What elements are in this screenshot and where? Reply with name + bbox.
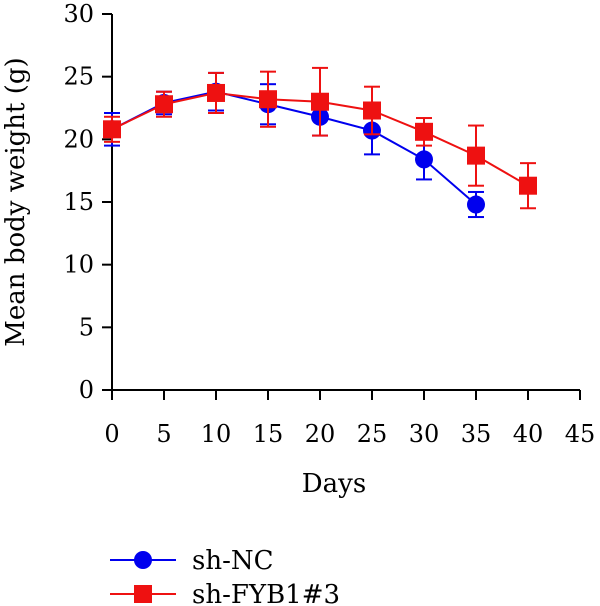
axes bbox=[111, 14, 580, 391]
legend-label-sh-fyb1-3: sh-FYB1#3 bbox=[192, 580, 340, 606]
y-tick-label: 10 bbox=[63, 251, 94, 279]
x-tick-label: 45 bbox=[565, 420, 596, 448]
y-tick-label: 5 bbox=[79, 313, 94, 341]
data-point bbox=[467, 195, 485, 214]
data-point bbox=[103, 120, 121, 139]
x-axis-title: Days bbox=[302, 469, 366, 499]
x-ticks: 0 5 10 15 20 25 30 35 40 45 bbox=[104, 390, 595, 448]
data-point bbox=[363, 101, 381, 120]
legend-item-sh-nc: sh-NC bbox=[110, 546, 274, 576]
y-tick-label: 15 bbox=[63, 188, 94, 216]
y-tick-label: 25 bbox=[63, 63, 94, 91]
data-point bbox=[311, 92, 329, 111]
x-tick-label: 10 bbox=[201, 420, 232, 448]
x-tick-label: 30 bbox=[409, 420, 440, 448]
y-tick-label: 20 bbox=[63, 125, 94, 153]
data-point bbox=[259, 90, 277, 109]
x-tick-label: 0 bbox=[104, 420, 119, 448]
legend-label-sh-nc: sh-NC bbox=[192, 546, 274, 576]
legend-marker-sh-nc bbox=[134, 551, 152, 569]
y-tick-label: 0 bbox=[79, 376, 94, 404]
legend: sh-NC sh-FYB1#3 bbox=[110, 546, 340, 606]
y-ticks: 0 5 10 15 20 25 30 bbox=[63, 0, 112, 404]
data-point bbox=[467, 146, 485, 165]
x-tick-label: 35 bbox=[461, 420, 492, 448]
x-tick-label: 40 bbox=[513, 420, 544, 448]
y-axis-title: Mean body weight (g) bbox=[1, 57, 31, 346]
x-tick-label: 20 bbox=[305, 420, 336, 448]
data-point bbox=[155, 95, 173, 114]
y-tick-label: 30 bbox=[63, 0, 94, 28]
legend-item-sh-fyb1-3: sh-FYB1#3 bbox=[110, 580, 340, 606]
data-point bbox=[415, 122, 433, 141]
data-point bbox=[415, 150, 433, 169]
series-sh-fyb1-3 bbox=[103, 66, 537, 210]
x-tick-label: 5 bbox=[156, 420, 171, 448]
series-layer bbox=[103, 66, 537, 219]
x-tick-label: 25 bbox=[357, 420, 388, 448]
x-tick-label: 15 bbox=[253, 420, 284, 448]
legend-marker-sh-fyb1-3 bbox=[134, 585, 152, 603]
data-point bbox=[207, 83, 225, 102]
data-point bbox=[519, 176, 537, 195]
